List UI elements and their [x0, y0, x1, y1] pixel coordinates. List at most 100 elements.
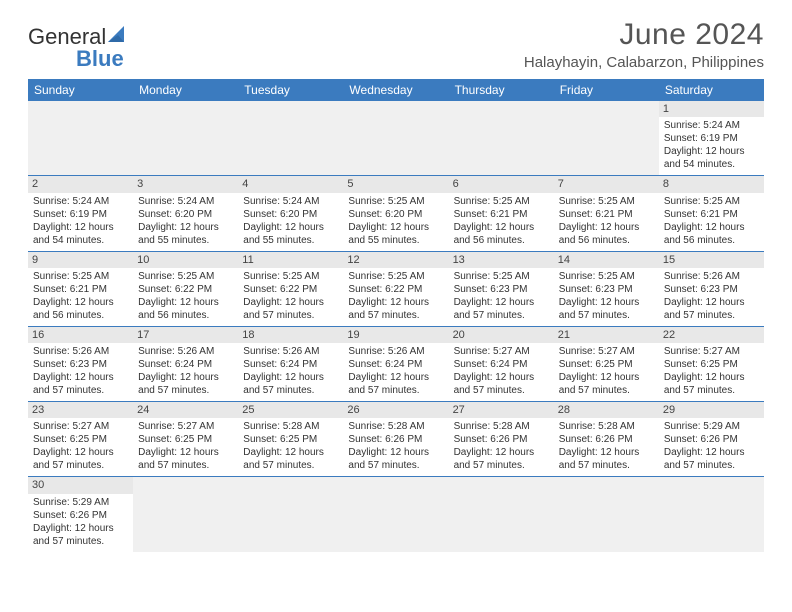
- calendar-day: 8Sunrise: 5:25 AMSunset: 6:21 PMDaylight…: [659, 176, 764, 250]
- day-number: 28: [554, 402, 659, 418]
- day-info-line: and 57 minutes.: [348, 309, 443, 322]
- day-number: 22: [659, 327, 764, 343]
- day-info-line: Sunset: 6:26 PM: [454, 433, 549, 446]
- day-info-line: Sunrise: 5:28 AM: [243, 420, 338, 433]
- day-number: 23: [28, 402, 133, 418]
- calendar-day: 4Sunrise: 5:24 AMSunset: 6:20 PMDaylight…: [238, 176, 343, 250]
- day-info-line: Sunset: 6:22 PM: [348, 283, 443, 296]
- day-number: 1: [659, 101, 764, 117]
- calendar-week: 1Sunrise: 5:24 AMSunset: 6:19 PMDaylight…: [28, 101, 764, 176]
- day-info-line: Sunrise: 5:26 AM: [243, 345, 338, 358]
- day-info-line: Sunrise: 5:28 AM: [559, 420, 654, 433]
- calendar-day: 5Sunrise: 5:25 AMSunset: 6:20 PMDaylight…: [343, 176, 448, 250]
- day-number: 9: [28, 252, 133, 268]
- day-info-line: and 57 minutes.: [348, 384, 443, 397]
- day-info-line: and 55 minutes.: [243, 234, 338, 247]
- day-number: 26: [343, 402, 448, 418]
- calendar-day-empty: [449, 477, 554, 551]
- day-number: [133, 477, 238, 493]
- day-info-line: Daylight: 12 hours: [664, 221, 759, 234]
- day-info-line: Sunset: 6:26 PM: [559, 433, 654, 446]
- day-info-line: Daylight: 12 hours: [559, 296, 654, 309]
- day-number: 12: [343, 252, 448, 268]
- calendar-day-empty: [659, 477, 764, 551]
- day-info-line: and 56 minutes.: [454, 234, 549, 247]
- day-info-line: Daylight: 12 hours: [33, 371, 128, 384]
- day-info-line: and 57 minutes.: [348, 459, 443, 472]
- day-info-line: Daylight: 12 hours: [454, 371, 549, 384]
- day-info-line: Sunrise: 5:26 AM: [664, 270, 759, 283]
- day-info-line: Daylight: 12 hours: [138, 221, 233, 234]
- day-number: [28, 101, 133, 117]
- day-info-line: and 57 minutes.: [243, 459, 338, 472]
- calendar-day: 30Sunrise: 5:29 AMSunset: 6:26 PMDayligh…: [28, 477, 133, 551]
- day-number: 10: [133, 252, 238, 268]
- weekday-header: Monday: [133, 79, 238, 101]
- calendar-day-empty: [238, 477, 343, 551]
- calendar-week: 30Sunrise: 5:29 AMSunset: 6:26 PMDayligh…: [28, 477, 764, 551]
- calendar-day: 12Sunrise: 5:25 AMSunset: 6:22 PMDayligh…: [343, 252, 448, 326]
- calendar-grid: Sunday Monday Tuesday Wednesday Thursday…: [28, 79, 764, 552]
- day-info-line: Daylight: 12 hours: [664, 371, 759, 384]
- day-info-line: and 57 minutes.: [559, 384, 654, 397]
- day-info-line: Sunrise: 5:25 AM: [559, 195, 654, 208]
- day-info-line: Sunset: 6:21 PM: [33, 283, 128, 296]
- calendar-day: 27Sunrise: 5:28 AMSunset: 6:26 PMDayligh…: [449, 402, 554, 476]
- page-header: General Blue June 2024 Halayhayin, Calab…: [28, 18, 764, 71]
- weekday-header: Friday: [554, 79, 659, 101]
- weeks-container: 1Sunrise: 5:24 AMSunset: 6:19 PMDaylight…: [28, 101, 764, 552]
- day-number: 18: [238, 327, 343, 343]
- day-info-line: and 56 minutes.: [664, 234, 759, 247]
- calendar-day: 21Sunrise: 5:27 AMSunset: 6:25 PMDayligh…: [554, 327, 659, 401]
- day-info-line: and 54 minutes.: [33, 234, 128, 247]
- day-number: 14: [554, 252, 659, 268]
- day-number: 27: [449, 402, 554, 418]
- calendar-week: 2Sunrise: 5:24 AMSunset: 6:19 PMDaylight…: [28, 176, 764, 251]
- day-info-line: and 57 minutes.: [664, 459, 759, 472]
- day-info-line: Sunrise: 5:25 AM: [559, 270, 654, 283]
- calendar-day: 14Sunrise: 5:25 AMSunset: 6:23 PMDayligh…: [554, 252, 659, 326]
- weekday-header: Tuesday: [238, 79, 343, 101]
- calendar-day: 28Sunrise: 5:28 AMSunset: 6:26 PMDayligh…: [554, 402, 659, 476]
- day-info-line: Daylight: 12 hours: [664, 145, 759, 158]
- day-number: 16: [28, 327, 133, 343]
- calendar-day: 9Sunrise: 5:25 AMSunset: 6:21 PMDaylight…: [28, 252, 133, 326]
- calendar-day: 16Sunrise: 5:26 AMSunset: 6:23 PMDayligh…: [28, 327, 133, 401]
- day-info-line: and 57 minutes.: [138, 459, 233, 472]
- day-info-line: Daylight: 12 hours: [454, 446, 549, 459]
- day-info-line: and 57 minutes.: [559, 459, 654, 472]
- day-info-line: and 54 minutes.: [664, 158, 759, 171]
- location-text: Halayhayin, Calabarzon, Philippines: [524, 54, 764, 71]
- calendar-day: 13Sunrise: 5:25 AMSunset: 6:23 PMDayligh…: [449, 252, 554, 326]
- day-info-line: Sunset: 6:25 PM: [243, 433, 338, 446]
- calendar-day-empty: [343, 477, 448, 551]
- calendar-day: 2Sunrise: 5:24 AMSunset: 6:19 PMDaylight…: [28, 176, 133, 250]
- day-info-line: Sunrise: 5:29 AM: [664, 420, 759, 433]
- day-number: 25: [238, 402, 343, 418]
- day-info-line: Daylight: 12 hours: [243, 446, 338, 459]
- day-info-line: Sunrise: 5:27 AM: [559, 345, 654, 358]
- day-info-line: Sunrise: 5:24 AM: [33, 195, 128, 208]
- calendar-day: 1Sunrise: 5:24 AMSunset: 6:19 PMDaylight…: [659, 101, 764, 175]
- day-info-line: Sunset: 6:21 PM: [454, 208, 549, 221]
- day-info-line: Daylight: 12 hours: [559, 371, 654, 384]
- calendar-day: 22Sunrise: 5:27 AMSunset: 6:25 PMDayligh…: [659, 327, 764, 401]
- day-info-line: Sunrise: 5:24 AM: [243, 195, 338, 208]
- day-info-line: Daylight: 12 hours: [138, 296, 233, 309]
- day-info-line: Daylight: 12 hours: [348, 446, 443, 459]
- calendar-day: 17Sunrise: 5:26 AMSunset: 6:24 PMDayligh…: [133, 327, 238, 401]
- day-number: [133, 101, 238, 117]
- day-info-line: Daylight: 12 hours: [454, 221, 549, 234]
- day-info-line: Sunrise: 5:24 AM: [138, 195, 233, 208]
- day-info-line: and 57 minutes.: [454, 384, 549, 397]
- day-info-line: and 57 minutes.: [559, 309, 654, 322]
- calendar-day: 15Sunrise: 5:26 AMSunset: 6:23 PMDayligh…: [659, 252, 764, 326]
- day-info-line: Sunset: 6:24 PM: [454, 358, 549, 371]
- day-info-line: Sunrise: 5:25 AM: [33, 270, 128, 283]
- weekday-header: Sunday: [28, 79, 133, 101]
- calendar-day-empty: [449, 101, 554, 175]
- sail-icon: [108, 26, 130, 48]
- day-info-line: and 55 minutes.: [138, 234, 233, 247]
- weekday-header: Saturday: [659, 79, 764, 101]
- calendar-week: 16Sunrise: 5:26 AMSunset: 6:23 PMDayligh…: [28, 327, 764, 402]
